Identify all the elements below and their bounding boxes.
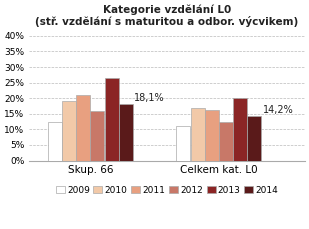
Bar xyxy=(233,98,247,161)
Text: 18,1%: 18,1% xyxy=(134,93,165,103)
Title: Kategorie vzdělání L0
(stř. vzdělání s maturitou a odbor. výcvikem): Kategorie vzdělání L0 (stř. vzdělání s m… xyxy=(35,4,298,27)
Bar xyxy=(62,101,76,161)
Bar xyxy=(119,104,133,161)
Legend: 2009, 2010, 2011, 2012, 2013, 2014: 2009, 2010, 2011, 2012, 2013, 2014 xyxy=(52,182,282,198)
Bar xyxy=(76,95,90,161)
Bar xyxy=(191,108,205,161)
Bar xyxy=(105,78,119,161)
Bar xyxy=(176,126,190,161)
Bar xyxy=(248,116,261,161)
Text: 14,2%: 14,2% xyxy=(263,105,294,115)
Bar xyxy=(91,111,104,161)
Bar xyxy=(48,122,62,161)
Bar xyxy=(205,110,219,161)
Bar xyxy=(219,122,233,161)
